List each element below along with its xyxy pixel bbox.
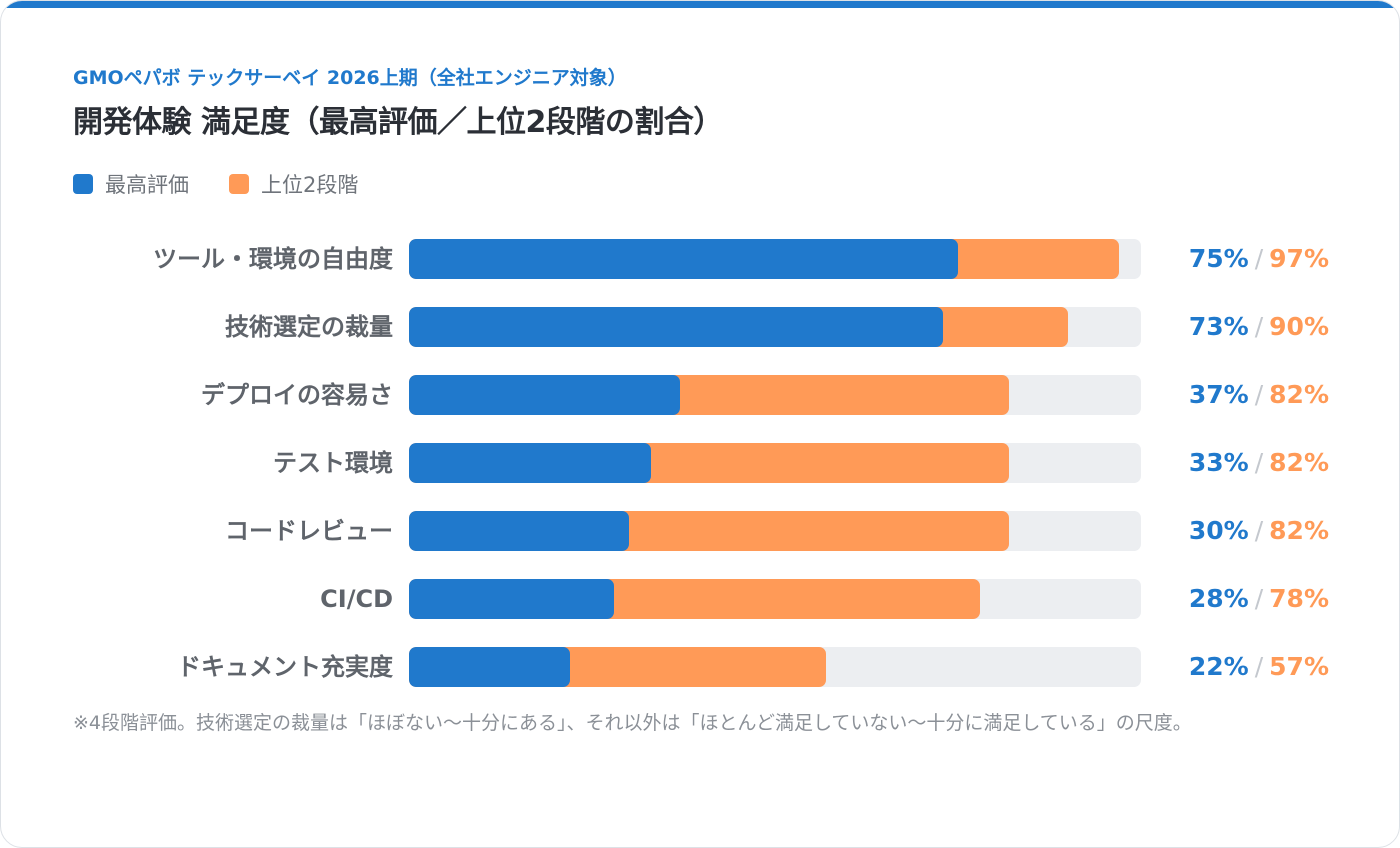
value-separator: / [1254, 652, 1264, 681]
legend-swatch-top2 [229, 174, 249, 194]
legend-item-top1: 最高評価 [73, 169, 189, 199]
category-label: ドキュメント充実度 [177, 653, 393, 681]
bar-top1 [409, 511, 629, 551]
value-labels: 75%/97% [1189, 239, 1329, 279]
category-label: 技術選定の裁量 [225, 313, 393, 341]
chart-legend: 最高評価 上位2段階 [73, 169, 358, 199]
value-separator: / [1254, 584, 1264, 613]
value-label-top2: 97% [1269, 244, 1329, 273]
bar-track [409, 375, 1141, 415]
value-separator: / [1254, 244, 1264, 273]
category-label: デプロイの容易さ [201, 381, 393, 409]
bar-track [409, 647, 1141, 687]
value-separator: / [1254, 448, 1264, 477]
value-label-top2: 78% [1269, 584, 1329, 613]
legend-swatch-top1 [73, 174, 93, 194]
value-labels: 73%/90% [1189, 307, 1329, 347]
bar-top1 [409, 443, 651, 483]
value-labels: 22%/57% [1189, 647, 1329, 687]
category-label: CI/CD [320, 585, 393, 613]
bar-track [409, 511, 1141, 551]
value-separator: / [1254, 516, 1264, 545]
value-labels: 28%/78% [1189, 579, 1329, 619]
bar-top1 [409, 239, 958, 279]
value-separator: / [1254, 312, 1264, 341]
value-label-top2: 57% [1269, 652, 1329, 681]
bar-track [409, 443, 1141, 483]
legend-item-top2: 上位2段階 [229, 169, 358, 199]
value-label-top1: 33% [1188, 448, 1249, 477]
category-label: ツール・環境の自由度 [153, 245, 393, 273]
chart-title: 開発体験 満足度（最高評価／上位2段階の割合） [73, 105, 723, 140]
category-label: コードレビュー [225, 517, 393, 545]
bar-track [409, 579, 1141, 619]
bar-track [409, 307, 1141, 347]
value-labels: 33%/82% [1189, 443, 1329, 483]
bar-top1 [409, 375, 680, 415]
value-label-top2: 82% [1269, 380, 1329, 409]
value-label-top1: 28% [1188, 584, 1249, 613]
legend-label-top1: 最高評価 [105, 173, 189, 197]
legend-label-top2: 上位2段階 [261, 173, 359, 197]
value-labels: 37%/82% [1189, 375, 1329, 415]
value-label-top2: 82% [1269, 516, 1329, 545]
bar-top1 [409, 579, 614, 619]
category-label: テスト環境 [273, 449, 393, 477]
value-label-top2: 90% [1269, 312, 1329, 341]
card-accent-bar [1, 1, 1399, 8]
chart-subtitle: GMOペパボ テックサーベイ 2026上期（全社エンジニア対象） [73, 67, 627, 89]
value-label-top1: 22% [1188, 652, 1249, 681]
value-separator: / [1254, 380, 1264, 409]
value-label-top1: 75% [1188, 244, 1249, 273]
bar-top1 [409, 647, 571, 687]
value-labels: 30%/82% [1189, 511, 1329, 551]
chart-footnote: ※4段階評価。技術選定の裁量は「ほぼない〜十分にある」、それ以外は「ほとんど満足… [73, 712, 1192, 734]
value-label-top1: 30% [1188, 516, 1249, 545]
value-label-top1: 37% [1188, 380, 1249, 409]
bar-top1 [409, 307, 944, 347]
value-label-top2: 82% [1269, 448, 1329, 477]
bar-track [409, 239, 1141, 279]
value-label-top1: 73% [1188, 312, 1249, 341]
